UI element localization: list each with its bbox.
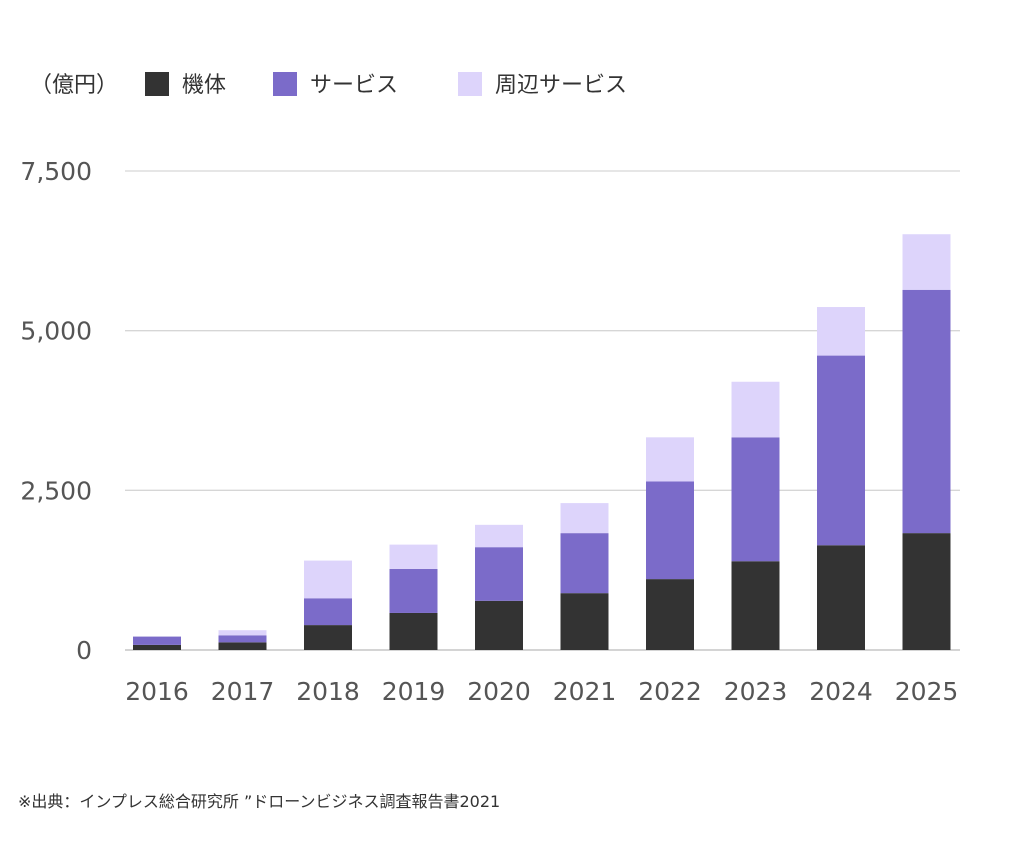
bar-segment [731, 381, 780, 438]
bar-segment [304, 598, 352, 626]
bar-segment [902, 533, 951, 650]
x-tick-label: 2018 [296, 677, 360, 706]
x-tick-label: 2021 [553, 677, 617, 706]
legend-swatch [145, 72, 169, 96]
bar-segment [475, 547, 523, 601]
bar-segment [389, 612, 438, 650]
bar-segment [218, 630, 267, 636]
bar-segment [389, 544, 438, 569]
x-tick-label: 2020 [467, 677, 531, 706]
bar-segment [133, 644, 181, 650]
y-tick-label: 7,500 [20, 157, 92, 186]
x-tick-label: 2023 [724, 677, 788, 706]
legend-label: 機体 [182, 73, 226, 98]
bar-segment [731, 561, 780, 650]
bar-segment [218, 642, 267, 650]
bar-segment [731, 437, 780, 562]
bar-segment [646, 481, 694, 580]
legend-label: 周辺サービス [495, 73, 627, 98]
bar-segment [646, 579, 694, 650]
legend-swatch [458, 72, 482, 96]
x-tick-label: 2016 [125, 677, 189, 706]
bar-segment [902, 234, 951, 290]
bar-segment [817, 545, 865, 650]
y-tick-label: 0 [76, 636, 92, 665]
bar-segment [218, 635, 267, 643]
x-tick-label: 2025 [895, 677, 959, 706]
bar-segment [560, 593, 609, 650]
x-tick-label: 2022 [638, 677, 702, 706]
bar-segment [902, 289, 951, 534]
source-note: ※出典：インプレス総合研究所 ”ドローンビジネス調査報告書2021 [18, 792, 501, 811]
bar-segment [817, 307, 865, 356]
bar-segment [304, 560, 352, 599]
y-tick-label: 5,000 [20, 317, 92, 346]
bar-segment [133, 636, 181, 645]
legend-swatch [273, 72, 297, 96]
legend-label: サービス [310, 73, 398, 98]
bar-segment [560, 533, 609, 594]
bar-segment [304, 625, 352, 650]
bar-segment [389, 568, 438, 613]
bar-segment [646, 437, 694, 482]
bar-segment [475, 524, 523, 548]
x-tick-label: 2019 [382, 677, 446, 706]
bar-segment [560, 503, 609, 534]
bar-segment [817, 355, 865, 546]
y-unit-label: （億円） [30, 73, 118, 98]
bar-segment [475, 600, 523, 650]
x-tick-label: 2017 [211, 677, 275, 706]
x-tick-label: 2024 [809, 677, 873, 706]
y-tick-label: 2,500 [20, 476, 92, 505]
